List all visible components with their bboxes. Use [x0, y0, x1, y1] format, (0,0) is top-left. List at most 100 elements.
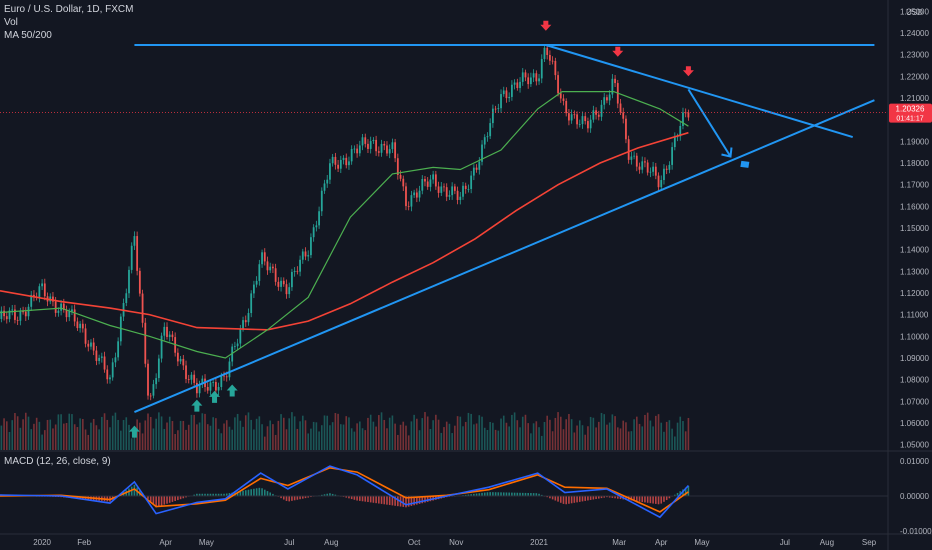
- macd-histogram-bar: [652, 496, 654, 504]
- candle-body: [418, 190, 421, 198]
- volume-bar: [508, 426, 510, 450]
- candle-body: [163, 326, 166, 336]
- macd-histogram-bar: [655, 496, 657, 504]
- macd-histogram-bar: [500, 492, 502, 497]
- candle-body: [361, 137, 364, 146]
- macd-histogram-bar: [163, 496, 166, 505]
- candle-body: [405, 186, 407, 207]
- candle-body: [185, 365, 187, 380]
- volume-bar: [8, 432, 11, 450]
- price-tick-label: 1.17000: [900, 181, 929, 190]
- volume-bar: [595, 427, 597, 450]
- volume-legend[interactable]: Vol: [4, 17, 18, 28]
- candle-body: [277, 281, 280, 287]
- candle-body: [43, 283, 46, 297]
- volume-bar: [282, 417, 285, 450]
- macd-histogram-bar: [636, 496, 638, 502]
- macd-histogram-bar: [369, 496, 372, 503]
- macd-tick-label: -0.01000: [900, 527, 932, 536]
- volume-bar: [478, 415, 481, 450]
- volume-bars: [0, 412, 690, 450]
- price-tick-label: 1.08000: [900, 376, 929, 385]
- macd-histogram-bar: [402, 496, 405, 507]
- macd-histogram-bar: [239, 491, 242, 497]
- macd-histogram-bar: [334, 494, 337, 497]
- macd-histogram-bar: [606, 496, 608, 498]
- volume-bar: [687, 418, 690, 450]
- volume-bar: [201, 413, 204, 450]
- volume-bar: [655, 415, 657, 450]
- symbol-legend[interactable]: Euro / U.S. Dollar, 1D, FXCM: [4, 4, 134, 15]
- macd-histogram-bar: [535, 493, 538, 497]
- candle-body: [386, 145, 388, 154]
- volume-bar: [416, 418, 418, 450]
- macd-histogram-bar: [225, 493, 228, 497]
- macd-histogram-bar: [179, 496, 182, 500]
- candle-body: [453, 186, 456, 191]
- candle-body: [478, 161, 481, 170]
- macd-legend[interactable]: MACD (12, 26, close, 9): [4, 456, 111, 467]
- up-arrow-marker: [191, 399, 203, 412]
- volume-bar: [663, 431, 665, 450]
- macd-histogram-bar: [470, 494, 472, 497]
- candle-body: [608, 94, 611, 101]
- volume-bar: [174, 434, 176, 450]
- candle-body: [133, 236, 136, 246]
- candle-body: [684, 112, 687, 114]
- macd-histogram-bar: [557, 496, 559, 502]
- time-tick-label: Aug: [324, 538, 338, 547]
- volume-bar: [394, 423, 396, 450]
- macd-tick-label: 0.00000: [900, 492, 929, 501]
- macd-histogram-bar: [568, 496, 570, 504]
- macd-histogram-bar: [128, 488, 130, 497]
- volume-bar: [133, 426, 136, 450]
- macd-histogram-bar: [329, 493, 331, 497]
- volume-bar: [570, 419, 573, 450]
- time-tick-label: Feb: [77, 538, 91, 547]
- volume-bar: [250, 419, 252, 450]
- candle-body: [76, 321, 79, 329]
- candle-body: [65, 310, 68, 318]
- volume-bar: [540, 435, 543, 450]
- candle-body: [345, 157, 348, 166]
- volume-bar: [587, 426, 589, 450]
- volume-bar: [179, 420, 182, 450]
- candle-body: [348, 161, 350, 166]
- volume-bar: [388, 417, 391, 450]
- macd-histogram-bar: [293, 496, 296, 501]
- volume-bar: [464, 421, 467, 450]
- macd-histogram-bar: [584, 496, 587, 501]
- projection-arrow-line: [687, 88, 732, 158]
- candle-body: [532, 73, 535, 78]
- candle-body: [84, 328, 87, 344]
- candle-body: [27, 306, 30, 317]
- volume-bar: [60, 414, 62, 450]
- up-arrow-marker: [209, 390, 221, 403]
- macd-histogram-bar: [323, 494, 326, 497]
- candle-body: [0, 310, 3, 319]
- volume-bar: [182, 420, 185, 450]
- candle-body: [630, 156, 633, 160]
- price-tick-label: 1.21000: [900, 94, 929, 103]
- macd-histogram-bar: [660, 496, 663, 504]
- volume-bar: [502, 415, 505, 450]
- volume-bar: [152, 428, 155, 450]
- volume-bar: [492, 422, 494, 450]
- volume-bar: [168, 416, 171, 450]
- macd-histogram-bar: [397, 496, 399, 507]
- candle-body: [22, 311, 24, 313]
- candle-body: [103, 356, 106, 370]
- candle-body: [106, 369, 109, 380]
- volume-bar: [386, 428, 388, 450]
- macd-histogram-bar: [600, 496, 603, 499]
- volume-bar: [87, 434, 90, 450]
- volume-bar: [668, 420, 671, 450]
- candle-body: [136, 236, 139, 271]
- macd-histogram-bar: [250, 489, 252, 497]
- volume-bar: [198, 422, 201, 450]
- volume-bar: [551, 431, 554, 450]
- ma-legend[interactable]: MA 50/200: [4, 30, 52, 41]
- candle-body: [299, 259, 301, 272]
- volume-bar: [383, 419, 386, 450]
